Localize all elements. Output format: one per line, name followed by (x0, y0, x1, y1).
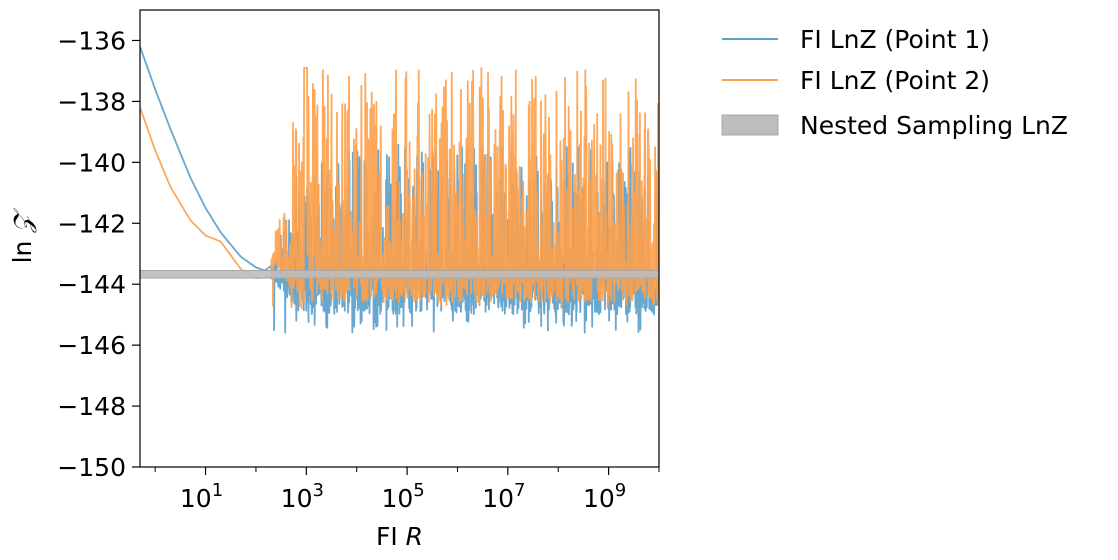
legend-swatch-band (721, 114, 779, 136)
y-tick-label: −144 (57, 270, 126, 299)
x-axis-label: FI R (376, 522, 423, 551)
legend-label-band: Nested Sampling LnZ (800, 111, 1068, 140)
y-axis-label: ln 𝒵 (8, 208, 37, 264)
x-tick-label: 107 (482, 480, 525, 513)
y-tick-label: −136 (57, 26, 126, 55)
y-tick-label: −150 (57, 453, 126, 482)
y-tick-label: −138 (57, 87, 126, 116)
legend-label-1: FI LnZ (Point 1) (800, 25, 990, 54)
x-tick-label: 109 (583, 480, 626, 513)
y-tick-label: −140 (57, 148, 126, 177)
y-tick-label: −148 (57, 392, 126, 421)
x-tick-label: 101 (180, 480, 223, 513)
y-tick-label: −142 (57, 209, 126, 238)
plot-frame (139, 9, 660, 468)
y-tick-label: −146 (57, 331, 126, 360)
legend-label-2: FI LnZ (Point 2) (800, 66, 990, 95)
series-line-2 (140, 67, 659, 310)
x-tick-label: 103 (281, 480, 324, 513)
plot-area (140, 46, 659, 334)
nested-sampling-band (140, 269, 659, 279)
x-tick-label: 105 (381, 480, 424, 513)
